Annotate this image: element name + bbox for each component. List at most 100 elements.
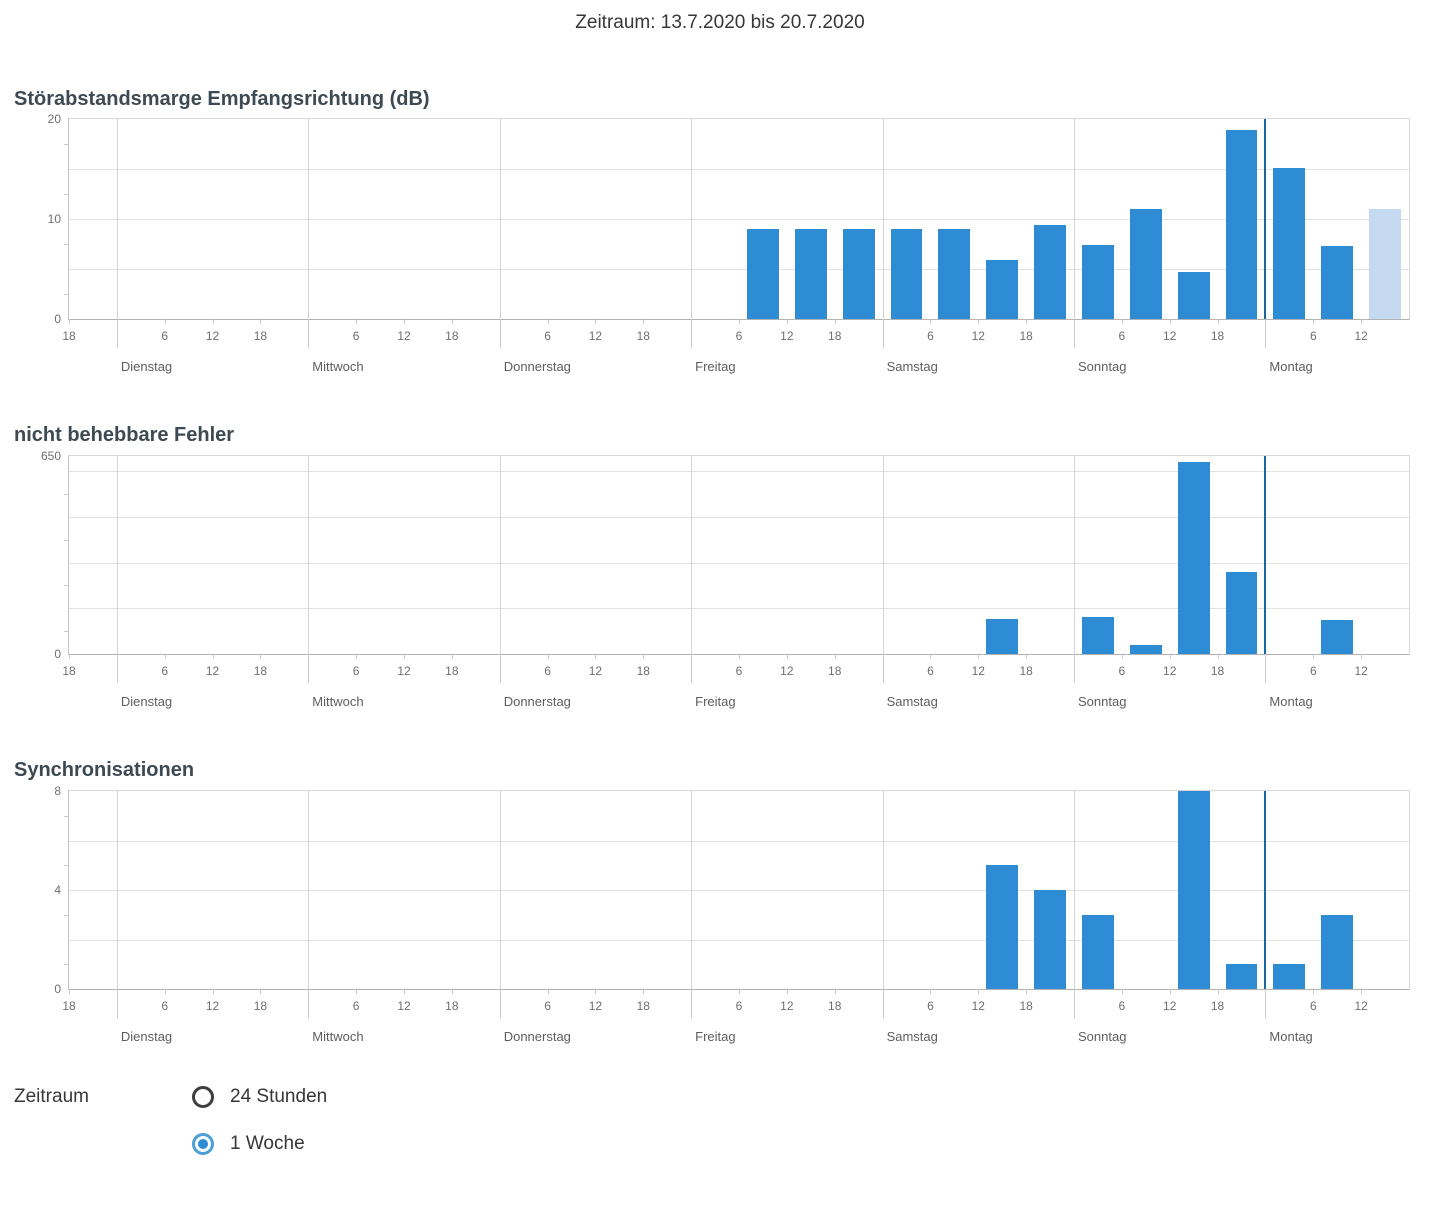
x-axis-tick bbox=[212, 654, 214, 659]
day-boundary-line bbox=[1074, 791, 1075, 989]
hour-label: 12 bbox=[205, 329, 220, 343]
hour-label: 18 bbox=[62, 664, 76, 678]
hour-label: 12 bbox=[397, 999, 411, 1013]
x-axis-tick bbox=[451, 319, 453, 324]
y-gridline bbox=[69, 939, 1409, 941]
radio-option-label[interactable]: 24 Stunden bbox=[230, 1086, 328, 1107]
day-boundary-line bbox=[882, 119, 884, 319]
hour-label: 12 bbox=[780, 999, 794, 1013]
snr-chart-plot: 20 10 0 18 6 12 18 6 12 18 6 12 18 6 12 18 6 12 18 6 12 18 6 12… bbox=[48, 112, 1410, 374]
bar bbox=[986, 618, 1019, 654]
day-label: Freitag bbox=[695, 359, 736, 374]
x-axis-tick bbox=[978, 654, 980, 659]
x-axis-tick bbox=[69, 989, 70, 994]
hour-label: 12 bbox=[397, 664, 411, 678]
day-boundary-line bbox=[882, 791, 884, 989]
x-axis-tick bbox=[451, 989, 453, 994]
day-boundary-tick bbox=[116, 989, 118, 1018]
hour-label: 6 bbox=[1309, 329, 1317, 343]
hour-label: 6 bbox=[544, 999, 551, 1013]
x-axis-tick bbox=[1313, 319, 1315, 324]
hour-label: 12 bbox=[971, 664, 985, 678]
day-boundary-line bbox=[308, 456, 310, 654]
y-gridline bbox=[69, 840, 1409, 842]
hour-label: 6 bbox=[1309, 999, 1317, 1013]
day-boundary-tick bbox=[308, 654, 310, 683]
hour-label: 6 bbox=[927, 999, 934, 1013]
hour-label: 12 bbox=[1354, 664, 1368, 678]
y-axis-label: 20 bbox=[47, 112, 61, 126]
y-gridline bbox=[69, 516, 1409, 518]
day-boundary-line bbox=[116, 456, 118, 654]
bar bbox=[1177, 272, 1210, 319]
x-axis-tick bbox=[595, 319, 597, 324]
x-axis-tick bbox=[547, 989, 549, 994]
hour-label: 18 bbox=[1019, 329, 1033, 343]
hour-label: 6 bbox=[161, 664, 169, 678]
x-axis-tick bbox=[212, 319, 214, 324]
x-axis-tick bbox=[1026, 989, 1028, 994]
x-axis-tick bbox=[404, 989, 405, 994]
bar bbox=[1321, 619, 1354, 654]
hour-label: 18 bbox=[445, 329, 459, 343]
hour-label: 6 bbox=[352, 999, 360, 1013]
hour-label: 12 bbox=[780, 329, 794, 343]
radio-option-24-stunden[interactable]: 24 Stunden bbox=[192, 1085, 327, 1109]
day-boundary-tick bbox=[1265, 319, 1267, 348]
y-minor-tick bbox=[64, 244, 69, 245]
x-axis-tick bbox=[356, 319, 358, 324]
day-boundary-tick bbox=[691, 654, 693, 683]
snr-chart-title: Störabstandsmarge Empfangsrichtung (dB) bbox=[14, 87, 430, 110]
x-axis-tick bbox=[404, 319, 405, 324]
bar bbox=[842, 229, 875, 319]
x-axis-tick bbox=[930, 654, 932, 659]
day-boundary-tick bbox=[499, 319, 501, 348]
sync-chart-plot: 8 4 0 18 6 12 18 6 12 18 6 12 18 6 12 18 6 12 18 6 12 18 6 12 Di… bbox=[54, 784, 1410, 1044]
day-label: Sonntag bbox=[1078, 359, 1127, 374]
x-axis-tick bbox=[930, 989, 932, 994]
hour-label: 12 bbox=[588, 664, 603, 678]
hour-label: 18 bbox=[636, 999, 650, 1013]
x-axis-tick bbox=[260, 989, 262, 994]
hour-label: 12 bbox=[588, 999, 603, 1013]
x-axis-tick bbox=[786, 319, 788, 324]
x-axis-tick bbox=[1313, 654, 1315, 659]
hour-label: 6 bbox=[1309, 664, 1317, 678]
bar bbox=[938, 229, 971, 319]
day-boundary-line bbox=[308, 791, 310, 989]
day-label: Montag bbox=[1269, 359, 1313, 374]
hour-label: 18 bbox=[1210, 664, 1225, 678]
x-axis-tick bbox=[930, 319, 932, 324]
bar-in-progress bbox=[1369, 209, 1401, 319]
x-axis-tick bbox=[834, 654, 836, 659]
bar bbox=[1034, 225, 1066, 319]
hour-label: 12 bbox=[1163, 999, 1177, 1013]
y-minor-tick bbox=[64, 585, 69, 587]
radio-button-icon[interactable] bbox=[192, 1086, 214, 1108]
x-axis-tick bbox=[978, 989, 980, 994]
y-minor-tick bbox=[64, 631, 69, 633]
x-axis-tick bbox=[212, 989, 214, 994]
x-axis-tick bbox=[595, 989, 597, 994]
radio-option-label[interactable]: 1 Woche bbox=[230, 1133, 305, 1154]
y-gridline bbox=[69, 471, 1409, 473]
day-boundary-tick bbox=[308, 319, 310, 348]
x-axis-tick bbox=[260, 654, 262, 659]
hour-label: 12 bbox=[1354, 999, 1368, 1013]
y-gridline bbox=[69, 169, 1409, 170]
x-axis-tick bbox=[1121, 319, 1123, 324]
hour-label: 6 bbox=[352, 664, 360, 678]
hour-label: 18 bbox=[62, 999, 76, 1013]
x-axis-tick bbox=[1121, 989, 1123, 994]
current-day-line bbox=[1264, 456, 1267, 654]
x-axis-tick bbox=[1313, 989, 1315, 994]
zeitraum-label: Zeitraum bbox=[14, 1086, 89, 1107]
bar bbox=[746, 229, 779, 319]
radio-button-icon[interactable] bbox=[192, 1133, 214, 1155]
hour-label: 12 bbox=[397, 329, 411, 343]
day-boundary-tick bbox=[1074, 654, 1075, 683]
radio-option-1-woche[interactable]: 1 Woche bbox=[192, 1132, 305, 1156]
bar bbox=[1321, 914, 1354, 989]
hour-label: 18 bbox=[62, 329, 76, 343]
hour-label: 6 bbox=[927, 664, 934, 678]
